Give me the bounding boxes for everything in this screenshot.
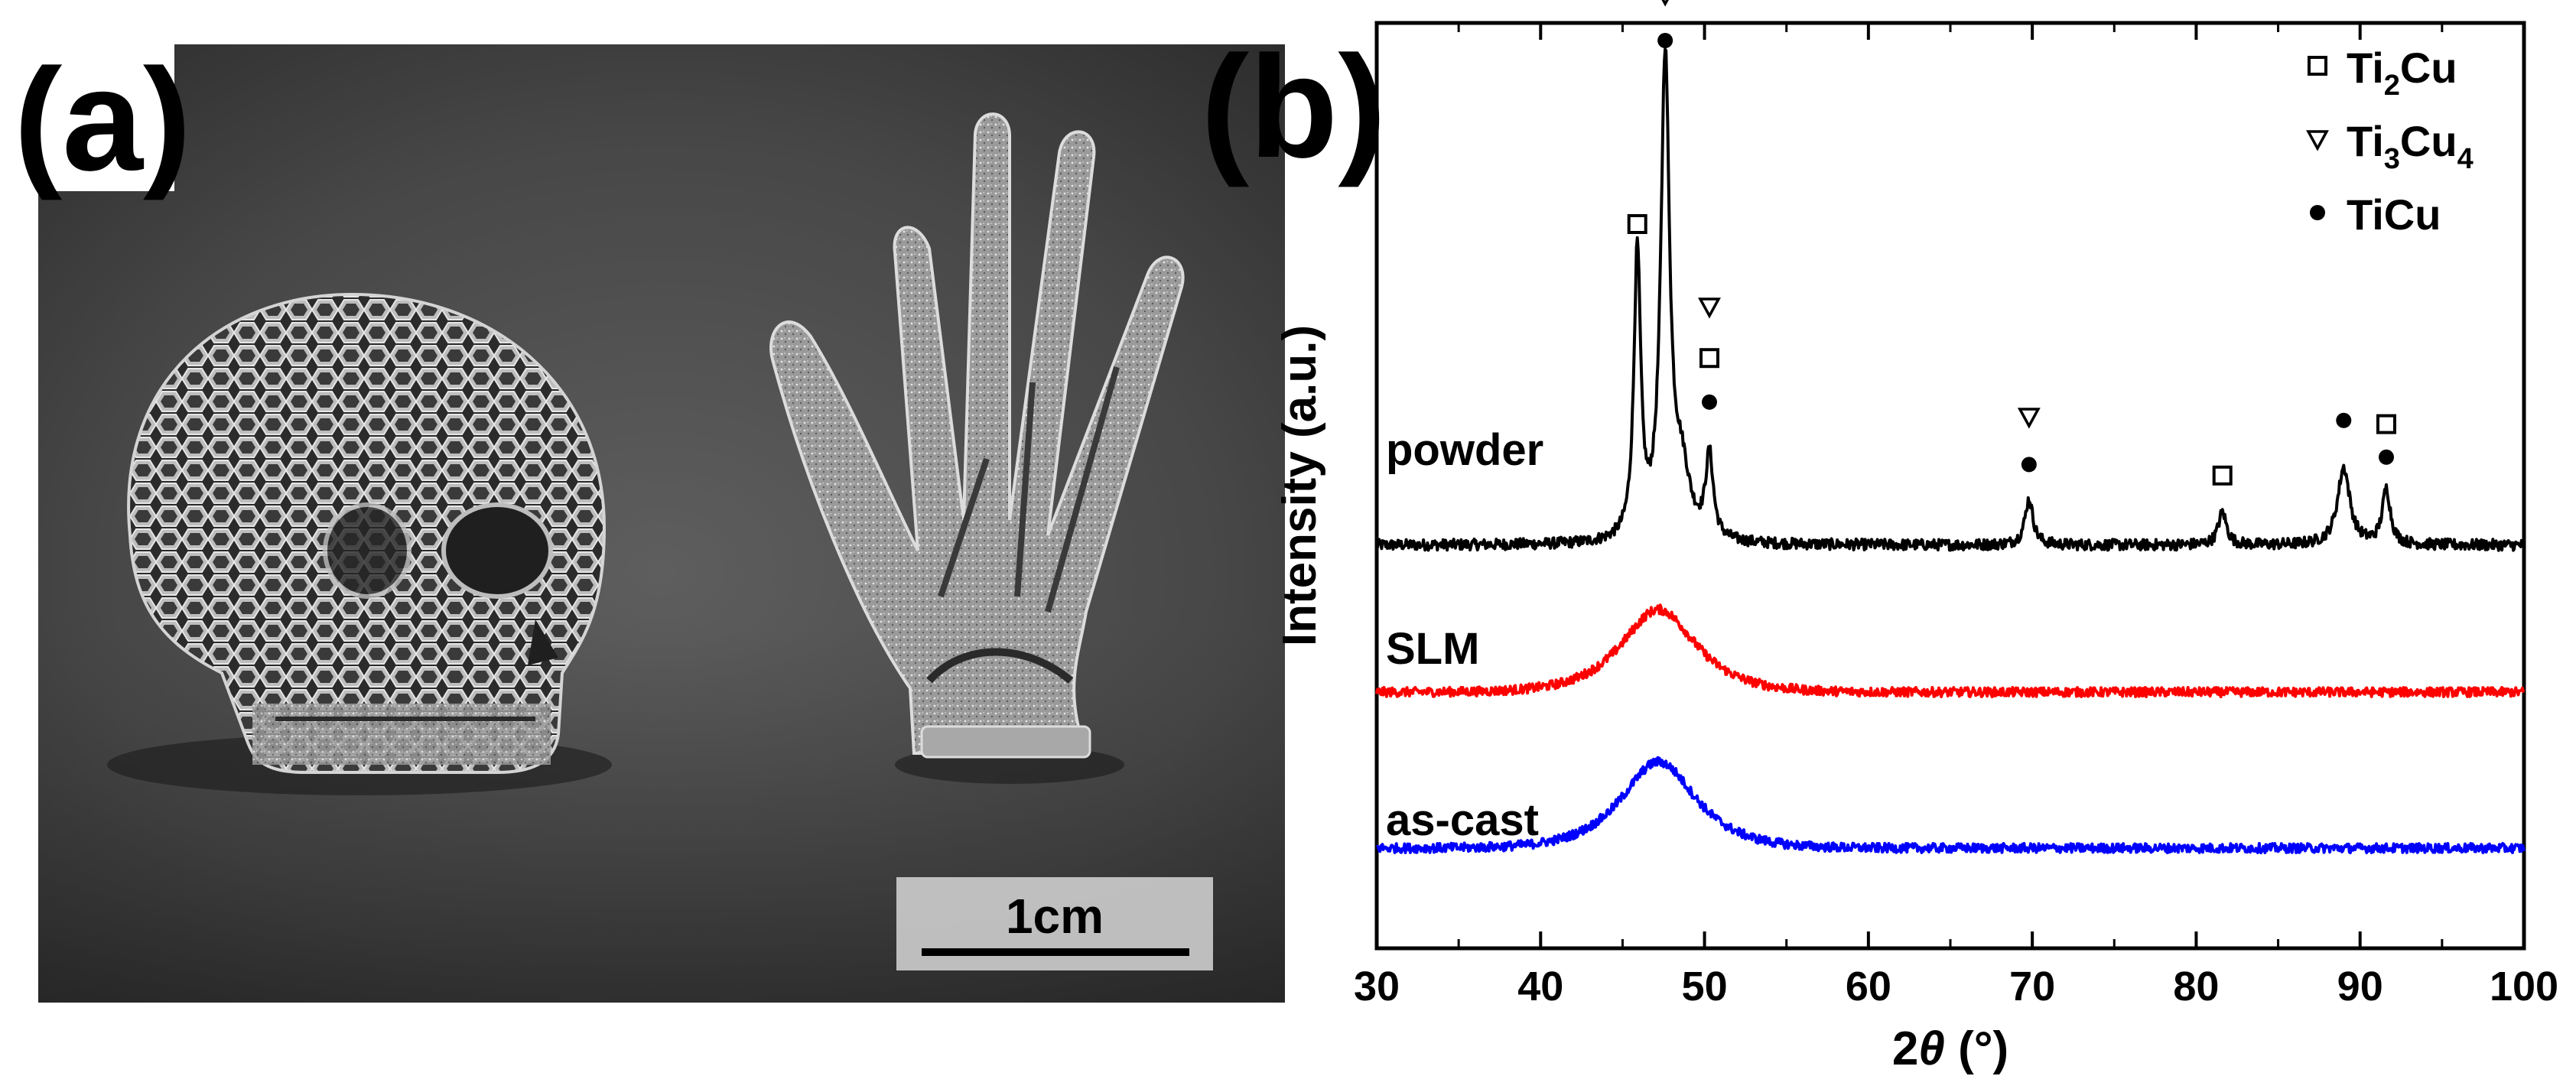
panel-a-label-box [0, 0, 174, 191]
legend-symbol-dot [2310, 205, 2325, 220]
x-tick-label: 80 [2173, 964, 2219, 1009]
peak-marker-square [2212, 465, 2233, 486]
hand-model [769, 112, 1185, 784]
peak-marker-dot [2021, 457, 2037, 473]
x-tick-label: 60 [1846, 964, 1891, 1009]
series-line-slm [1375, 603, 2526, 698]
series-label-slm: SLM [1386, 624, 1479, 674]
peak-markers [1627, 0, 2396, 486]
series-line-powder [1375, 47, 2525, 552]
x-tick-label: 70 [2009, 964, 2055, 1009]
legend-label: TiCu [2347, 190, 2441, 239]
peak-marker-square [2376, 414, 2396, 434]
peak-marker-square [1627, 214, 1647, 234]
legend: Ti2Cu Ti3Cu4 TiCu [2306, 44, 2474, 239]
scale-bar: 1cm [896, 877, 1213, 970]
scale-bar-label: 1cm [1006, 889, 1104, 944]
x-tick-label: 40 [1517, 964, 1563, 1009]
peak-marker-triangle [2017, 408, 2041, 429]
axis-ticks: 30 40 50 60 70 80 90 100 [1354, 23, 2558, 1009]
peak-marker-square [1699, 348, 1719, 369]
peak-marker-triangle [1661, 0, 1669, 7]
y-axis-title: Intensity (a.u.) [1273, 325, 1326, 646]
x-tick-label: 50 [1682, 964, 1728, 1009]
legend-symbol-square [2308, 56, 2327, 76]
x-tick-label: 90 [2337, 964, 2383, 1009]
legend-label: Ti3Cu4 [2347, 117, 2474, 175]
legend-symbol-triangle [2306, 130, 2329, 151]
x-axis-title: 2θ (°) [1892, 1022, 2008, 1075]
x-tick-label: 30 [1354, 964, 1400, 1009]
panel-b-chart: (b) 30 40 50 60 70 80 90 100 powder SLM as-cast T… [1201, 0, 2558, 1075]
scale-bar-line [922, 948, 1189, 956]
skull-model [107, 292, 612, 795]
legend-label: Ti2Cu [2347, 44, 2457, 102]
panel-a-photo: (a) 1cm [0, 0, 1285, 1003]
series-label-as-cast: as-cast [1386, 795, 1539, 845]
peak-marker-dot [2336, 412, 2352, 428]
panel-b-label: (b) [1201, 26, 1387, 188]
peak-marker-dot [1702, 394, 1717, 410]
peak-marker-dot [1657, 33, 1673, 48]
peak-marker-triangle [1698, 297, 1721, 319]
x-tick-label: 100 [2490, 964, 2558, 1009]
series-labels: powder SLM as-cast [1386, 425, 1543, 845]
panel-a-label: (a) [14, 39, 191, 201]
series-label-powder: powder [1386, 425, 1543, 475]
peak-marker-dot [2379, 449, 2394, 465]
series-line-as-cast [1376, 756, 2526, 854]
series-layer [1375, 47, 2526, 854]
